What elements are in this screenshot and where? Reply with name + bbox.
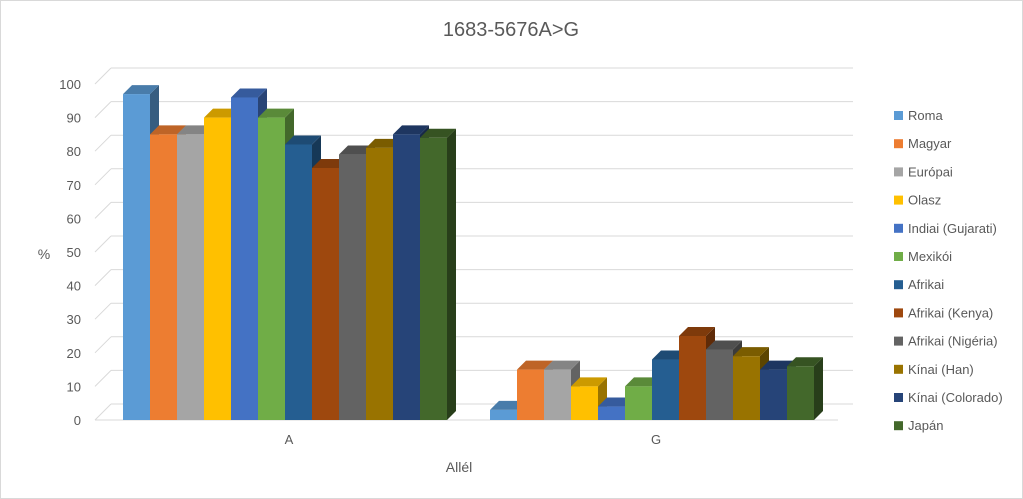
legend-swatch — [894, 167, 903, 177]
legend-swatch — [894, 280, 903, 290]
y-axis-label: % — [38, 246, 50, 262]
legend-label: Indiai (Gujarati) — [908, 221, 997, 236]
x-tick-label: G — [651, 432, 661, 447]
legend-item: Olasz — [894, 193, 941, 208]
legend-swatch — [894, 139, 903, 149]
legend-item: Roma — [894, 108, 943, 123]
y-tick-label: 100 — [59, 77, 81, 92]
legend-label: Olasz — [908, 193, 941, 208]
legend-item: Afrikai (Kenya) — [894, 305, 993, 320]
legend-swatch — [894, 336, 903, 346]
legend-item: Indiai (Gujarati) — [894, 221, 997, 236]
legend-label: Európai — [908, 164, 953, 179]
legend-label: Roma — [908, 108, 943, 123]
y-tick-label: 60 — [67, 211, 81, 226]
y-tick-label: 80 — [67, 144, 81, 159]
legend-item: Afrikai (Nigéria) — [894, 334, 998, 349]
y-tick-label: 70 — [67, 178, 81, 193]
y-tick-label: 50 — [67, 245, 81, 260]
x-tick-label: A — [285, 432, 294, 447]
legend-label: Kínai (Colorado) — [908, 390, 1003, 405]
legend-swatch — [894, 111, 903, 120]
chart-title: 1683-5676A>G — [443, 19, 579, 41]
legend-swatch — [894, 421, 903, 431]
legend-swatch — [894, 364, 903, 374]
legend-swatch — [894, 195, 903, 205]
legend-label: Japán — [908, 418, 943, 433]
legend-item: Magyar — [894, 136, 952, 151]
legend-item: Mexikói — [894, 249, 952, 264]
legend-swatch — [894, 393, 903, 402]
y-tick-label: 90 — [67, 111, 81, 126]
legend-item: Japán — [894, 418, 943, 433]
bar — [420, 128, 456, 420]
y-tick-label: 40 — [67, 279, 81, 294]
y-tick-label: 10 — [67, 379, 81, 394]
legend-item: Afrikai — [894, 277, 944, 292]
legend-label: Afrikai (Kenya) — [908, 305, 993, 320]
legend-label: Magyar — [908, 136, 952, 151]
legend-swatch — [894, 252, 903, 261]
legend-label: Afrikai (Nigéria) — [908, 334, 998, 349]
legend-item: Kínai (Colorado) — [894, 390, 1003, 405]
legend-label: Mexikói — [908, 249, 952, 264]
bar — [787, 357, 823, 420]
legend-label: Kínai (Han) — [908, 362, 974, 377]
y-tick-label: 20 — [67, 346, 81, 361]
legend-item: Kínai (Han) — [894, 362, 974, 377]
y-tick-label: 0 — [74, 413, 81, 428]
legend-item: Európai — [894, 164, 953, 179]
x-axis-label: Allél — [446, 459, 472, 475]
legend-swatch — [894, 223, 903, 233]
legend-swatch — [894, 308, 903, 318]
legend-label: Afrikai — [908, 277, 944, 292]
y-tick-label: 30 — [67, 312, 81, 327]
